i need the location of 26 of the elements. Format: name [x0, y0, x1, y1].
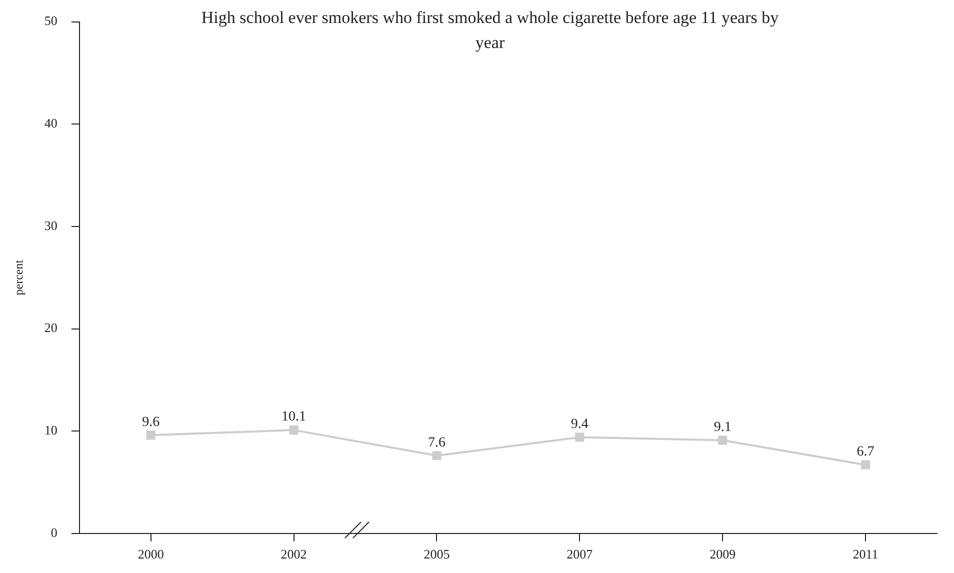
y-tick-label: 30 [44, 218, 58, 233]
chart-title: High school ever smokers who first smoked a whole cigarette before age 11 years by year [200, 7, 780, 54]
x-tick-label: 2007 [566, 546, 594, 562]
x-tick-label: 2011 [852, 546, 878, 562]
y-axis-title: percent [11, 259, 26, 296]
x-tick-label: 2005 [424, 546, 450, 562]
point [289, 426, 298, 435]
point [718, 436, 728, 445]
point [575, 432, 584, 442]
point [861, 460, 870, 470]
point [146, 430, 156, 440]
y-tick-label: 20 [44, 320, 58, 336]
data-label: 9.1 [714, 420, 732, 435]
data-label: 10.1 [282, 410, 306, 425]
y-tick-label: 50 [44, 13, 58, 28]
x-tick-label: 2000 [138, 546, 164, 562]
y-tick-label: 40 [44, 116, 58, 131]
data-label: 9.4 [570, 416, 588, 432]
data-label: 6.7 [856, 444, 874, 460]
data-label: 7.6 [428, 435, 446, 450]
x-tick-label: 2002 [280, 546, 307, 562]
point [432, 451, 442, 460]
data-label: 9.6 [142, 414, 160, 430]
x-tick-label: 2009 [710, 546, 736, 562]
y-tick-label: 0 [50, 524, 58, 540]
y-tick-label: 10 [44, 422, 58, 438]
